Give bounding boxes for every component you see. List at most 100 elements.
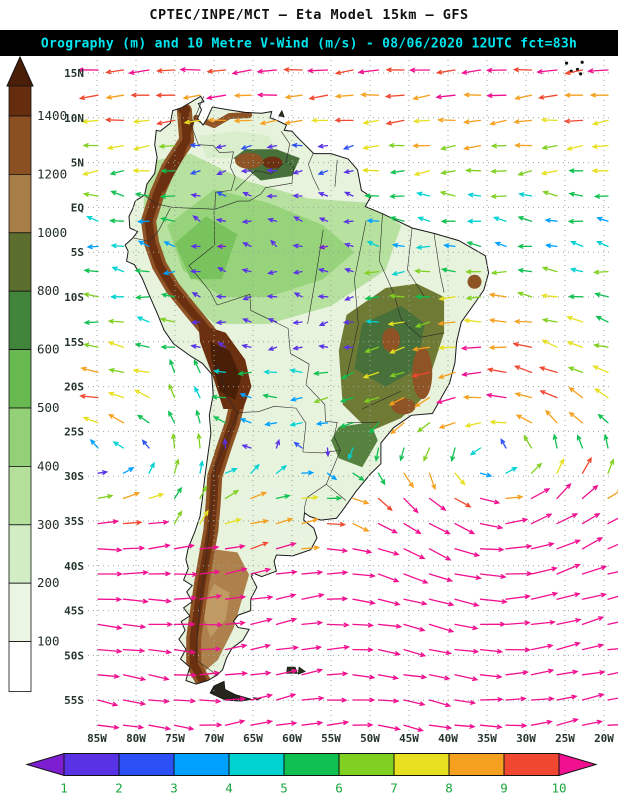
wind-arrow — [391, 242, 405, 248]
wind-arrow — [155, 68, 176, 74]
wind-arrow — [301, 720, 324, 726]
wind-arrow — [216, 244, 227, 249]
wind-arrow — [122, 724, 145, 730]
wind-arrow — [513, 119, 533, 125]
wind-arrow — [343, 191, 354, 197]
wind-arrow — [417, 216, 431, 222]
wind-arrow — [240, 168, 252, 174]
wind-arrow — [189, 269, 201, 274]
wind-arrow — [326, 570, 349, 576]
wind-arrow — [224, 468, 238, 474]
wind-arrow — [342, 344, 354, 350]
island — [580, 60, 584, 64]
lat-tick-label: 5N — [71, 157, 84, 170]
wind-arrow — [556, 513, 579, 525]
wind-arrow — [155, 119, 176, 126]
wind-arrow — [513, 319, 533, 324]
lat-tick-label: 25S — [64, 425, 84, 438]
wind-arrow — [212, 369, 227, 374]
wind-arrow — [403, 623, 426, 632]
wind-arrow — [241, 343, 252, 349]
orography-colorbar-segment — [8, 524, 32, 584]
wind-arrow — [134, 192, 150, 197]
wind-arrow — [513, 142, 533, 148]
wind-arrow — [275, 617, 298, 626]
wind-arrow — [362, 144, 380, 150]
wind-arrow — [494, 241, 507, 248]
wind-arrow — [239, 393, 252, 399]
wind-arrow — [266, 193, 278, 199]
wind-arrow — [423, 447, 431, 462]
wind-arrow — [440, 170, 456, 175]
wind-arrow — [576, 434, 584, 449]
wind-arrow — [607, 724, 618, 726]
wind-arrow — [241, 268, 252, 273]
wind-arrow — [377, 472, 386, 486]
orography-colorbar-segment — [8, 232, 32, 292]
wind-arrow — [199, 670, 221, 676]
country-border — [191, 96, 236, 210]
wind-arrow — [607, 571, 618, 575]
wind-arrow — [538, 366, 558, 374]
wind-arrow — [292, 193, 303, 199]
lon-tick-label: 35W — [477, 732, 497, 745]
chart-title: CPTEC/INPE/MCT — Eta Model 15km — GFS — [149, 7, 468, 23]
wind-arrow — [193, 359, 201, 374]
wind-arrow — [148, 461, 155, 474]
wind-arrow — [159, 194, 176, 199]
country-border — [143, 194, 173, 208]
wind-arrow — [607, 648, 618, 651]
wind-arrow — [597, 413, 609, 424]
wind-arrow — [224, 489, 240, 500]
wind-arrow — [352, 573, 377, 578]
wind-arrow — [505, 670, 529, 676]
wind-arrow — [596, 241, 609, 248]
orography-tick-label: 500 — [37, 400, 60, 415]
wind-arrow — [270, 239, 278, 248]
wind-arrow — [479, 724, 503, 730]
wind-arrow — [593, 193, 609, 199]
wind-colorbar-segment — [173, 753, 230, 776]
wind-arrow — [563, 118, 584, 124]
wind-arrow — [301, 470, 315, 476]
wind-arrow — [587, 68, 609, 74]
wind-arrow — [241, 219, 252, 225]
wind-arrow — [556, 618, 582, 626]
wind-arrow — [489, 119, 507, 126]
orography-colorbar-segment — [8, 173, 32, 234]
wind-colorbar-segment — [63, 753, 120, 776]
wind-arrow — [385, 67, 405, 73]
lat-tick-label: 45S — [64, 605, 84, 618]
chart-subtitle: Orography (m) and 10 Metre V-Wind (m/s) … — [41, 37, 577, 52]
wind-arrow — [136, 316, 150, 323]
wind-arrow — [364, 193, 380, 199]
wind-arrow — [505, 620, 531, 626]
wind-arrow — [454, 522, 476, 535]
wind-arrow — [250, 693, 274, 701]
wind-colorbar-segment — [393, 753, 450, 776]
wind-arrow — [158, 143, 176, 149]
wind-arrow — [267, 270, 278, 275]
wind-arrow — [463, 92, 482, 98]
lon-tick-label: 70W — [204, 732, 224, 745]
wind-arrow — [389, 169, 405, 175]
wind-arrow — [488, 292, 507, 298]
wind-arrow — [568, 411, 584, 424]
wind-arrow — [224, 594, 247, 600]
wind-arrow — [505, 696, 527, 702]
lat-tick-label: 40S — [64, 560, 84, 573]
wind-arrow — [377, 698, 400, 704]
wind-arrow — [173, 724, 195, 731]
wind-arrow — [364, 346, 380, 353]
orography-tick-label: 1200 — [37, 166, 67, 181]
wind-arrow — [134, 294, 150, 300]
wind-arrow — [237, 371, 252, 376]
country-border — [237, 384, 341, 454]
wind-arrow — [199, 509, 209, 525]
wind-arrow — [454, 548, 481, 557]
wind-arrow — [591, 144, 609, 149]
wind-arrow — [569, 267, 584, 273]
wind-tick-label: 1 — [60, 781, 68, 796]
wind-tick-label: 4 — [225, 781, 233, 796]
wind-arrow — [301, 570, 324, 575]
